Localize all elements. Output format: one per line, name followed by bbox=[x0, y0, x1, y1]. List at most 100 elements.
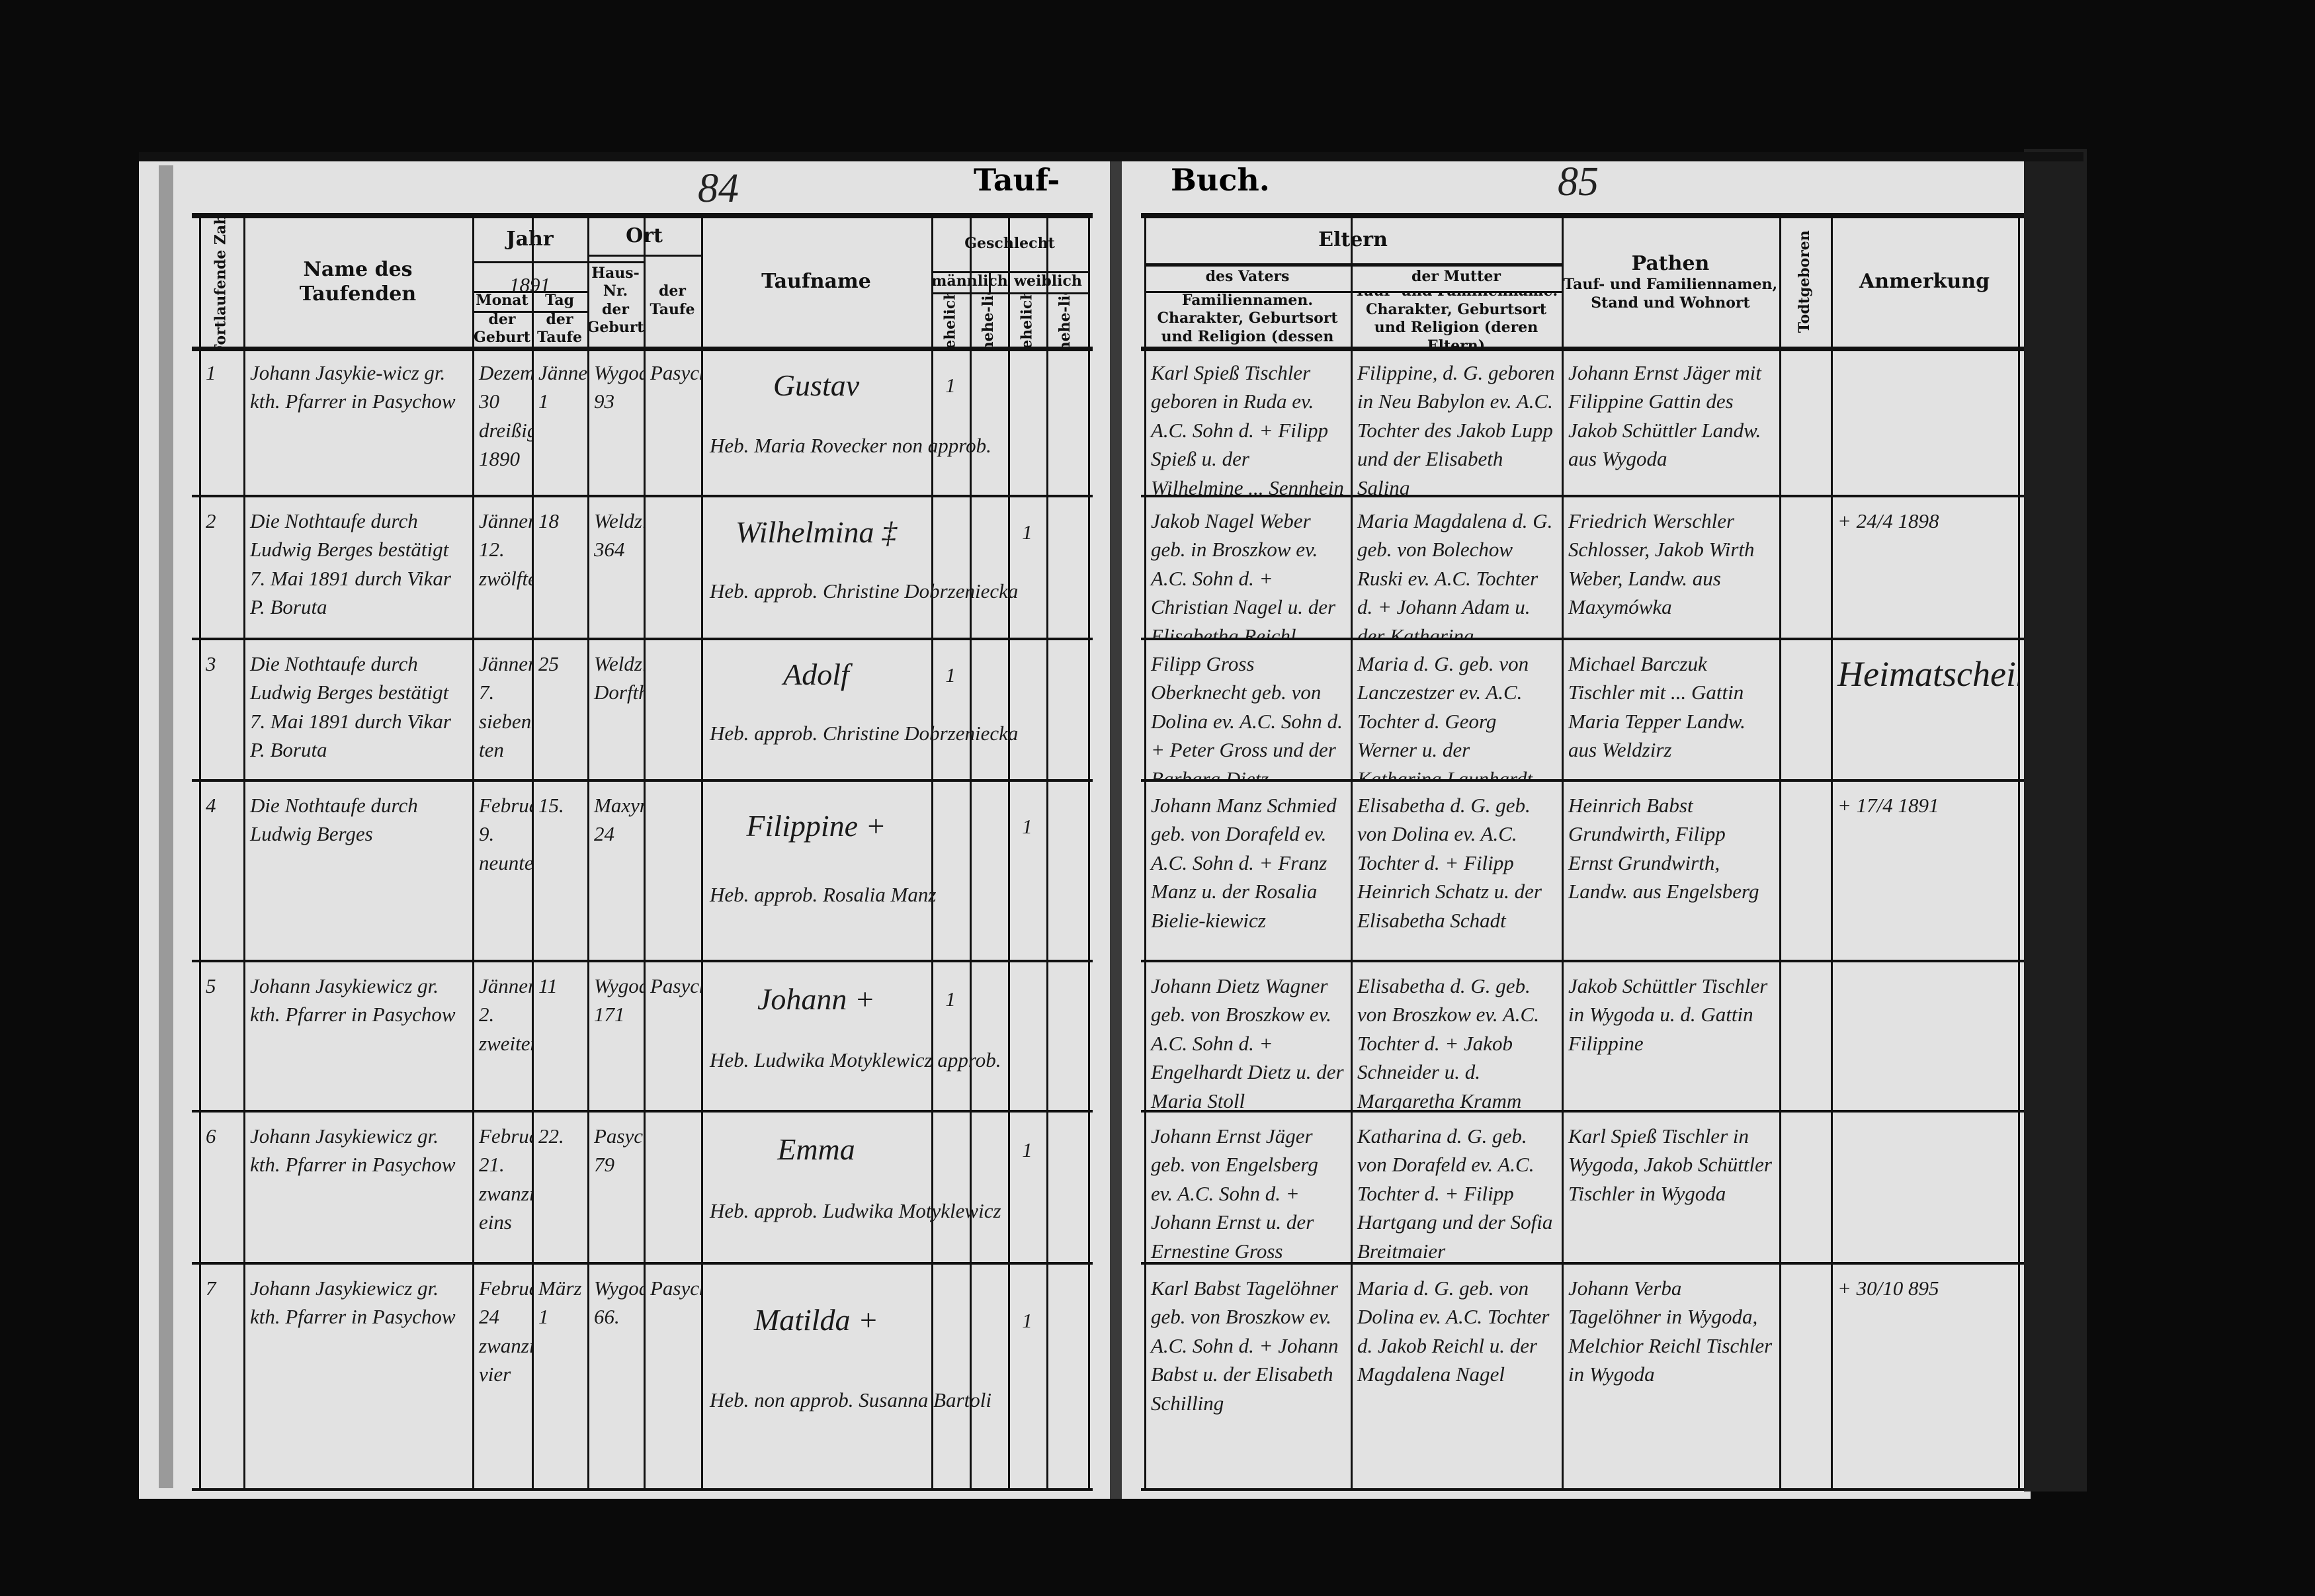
header-mutter-desc: Tauf- und Familienname. Charakter, Gebur… bbox=[1354, 291, 1558, 347]
header-der-taufe: der Taufe bbox=[537, 311, 582, 346]
jahr-rule bbox=[472, 261, 644, 263]
row-godparents: Karl Spieß Tischler in Wygoda, Jakob Sch… bbox=[1568, 1124, 1772, 1205]
row-house-number: Pasychow 79 bbox=[594, 1124, 644, 1177]
row-rule bbox=[1141, 495, 2024, 497]
header-year: 1891 bbox=[509, 273, 550, 291]
header-pathen-title: Pathen bbox=[1631, 251, 1710, 275]
row-rule bbox=[192, 638, 1093, 640]
header-anmerkung: Anmerkung bbox=[1859, 270, 1990, 294]
row-stillborn bbox=[1779, 497, 1831, 638]
row-stillborn bbox=[1779, 640, 1831, 779]
header-ort-taufe: der Taufe bbox=[650, 282, 695, 318]
row-baptismal-name: Johann + bbox=[757, 982, 875, 1016]
row-baptism-place: Pasychow bbox=[650, 1277, 701, 1300]
row-rule bbox=[192, 1262, 1093, 1265]
row-father: Johann Ernst Jäger geb. von Engelsberg e… bbox=[1151, 1124, 1318, 1262]
column-rule bbox=[1351, 217, 1353, 1488]
row-father: Filipp Gross Oberknecht geb. von Dolina … bbox=[1151, 652, 1343, 779]
row-sex-mark: 1 bbox=[1022, 1308, 1032, 1332]
header-taufname: Taufname bbox=[761, 270, 871, 294]
row-baptism-place bbox=[644, 782, 701, 871]
header-sex-3-text: unehe-lich bbox=[1056, 292, 1074, 347]
row-stillborn bbox=[1779, 782, 1831, 960]
row-godparents: Friedrich Werschler Schlosser, Jakob Wir… bbox=[1568, 509, 1755, 619]
row-father: Johann Manz Schmied geb. von Dorafeld ev… bbox=[1151, 794, 1337, 932]
row-mother: Maria Magdalena d. G. geb. von Bolechow … bbox=[1357, 509, 1553, 638]
left-page-edge bbox=[159, 165, 173, 1488]
table-top-rule-right bbox=[1141, 213, 2024, 218]
row-birth-date: Februar 9. neunten bbox=[479, 794, 532, 874]
header-der-geburt: der Geburt bbox=[474, 311, 530, 346]
row-godparents: Heinrich Babst Grundwirth, Filipp Ernst … bbox=[1568, 794, 1759, 903]
row-baptismal-name: Adolf bbox=[783, 657, 849, 692]
row-remark bbox=[1831, 1113, 2018, 1262]
header-eltern: Eltern bbox=[1318, 228, 1388, 252]
row-sex-mark: 1 bbox=[945, 663, 956, 687]
row-name: Die Nothtaufe durch Ludwig Berges bestät… bbox=[250, 509, 451, 619]
row-number: 6 bbox=[206, 1124, 216, 1148]
row-baptism-date: März 1 bbox=[538, 1277, 582, 1329]
header-monat: Monat bbox=[476, 292, 528, 310]
row-remark: + 30/10 895 bbox=[1837, 1277, 1939, 1300]
row-name: Die Nothtaufe durch Ludwig Berges bestät… bbox=[250, 652, 451, 762]
header-number-text: Fortlaufende Zahl bbox=[212, 217, 230, 347]
row-number: 4 bbox=[206, 794, 216, 817]
header-jahr: Jahr bbox=[506, 227, 554, 251]
header-todtgeboren: Todtgeboren bbox=[1779, 217, 1831, 347]
row-stillborn bbox=[1779, 962, 1831, 1110]
column-rule bbox=[2018, 217, 2020, 1488]
column-rule bbox=[1088, 217, 1090, 1488]
header-haus-nr: Haus-Nr. der Geburt bbox=[587, 264, 644, 337]
row-rule bbox=[192, 495, 1093, 497]
header-number: Fortlaufende Zahl bbox=[199, 217, 243, 347]
row-sex-mark: 1 bbox=[945, 987, 956, 1011]
column-rule bbox=[472, 217, 474, 1488]
row-rule bbox=[192, 960, 1093, 962]
top-binding bbox=[139, 152, 2084, 161]
column-rule bbox=[243, 217, 245, 1488]
row-house-number: Wygoda 66. bbox=[594, 1277, 644, 1329]
header-sex-3: unehe-lich bbox=[1046, 292, 1085, 347]
row-house-number: Maxymówka 24 bbox=[594, 794, 644, 846]
row-number: 3 bbox=[206, 652, 216, 675]
row-father: Johann Dietz Wagner geb. von Broszkow ev… bbox=[1151, 974, 1344, 1110]
left-page bbox=[139, 156, 1111, 1499]
row-midwife: Heb. approb. Christine Dobrzeniecka bbox=[710, 722, 1019, 745]
row-rule bbox=[1141, 960, 2024, 962]
row-mother: Maria d. G. geb. von Dolina ev. A.C. Toc… bbox=[1357, 1277, 1550, 1386]
column-rule bbox=[644, 217, 646, 1488]
header-todtgeboren-text: Todtgeboren bbox=[1796, 230, 1814, 333]
column-rule bbox=[931, 217, 933, 1488]
row-rule bbox=[192, 779, 1093, 782]
row-birth-date: Jänner 12. zwölften bbox=[479, 509, 532, 590]
row-mother: Katharina d. G. geb. von Dorafeld ev. A.… bbox=[1357, 1124, 1553, 1262]
header-pathen-desc: Tauf- und Familiennamen, Stand und Wohno… bbox=[1563, 276, 1778, 312]
row-baptismal-name: Matilda + bbox=[753, 1303, 879, 1337]
column-rule bbox=[1831, 217, 1833, 1488]
row-baptism-date: 25 bbox=[538, 652, 559, 675]
row-rule bbox=[192, 1110, 1093, 1113]
row-stillborn bbox=[1779, 1113, 1831, 1262]
book-gutter bbox=[1110, 156, 1122, 1499]
row-stillborn bbox=[1779, 349, 1831, 495]
row-house-number: Wygoda 93 bbox=[594, 361, 644, 413]
row-rule bbox=[192, 1488, 1093, 1491]
column-rule bbox=[1562, 217, 1564, 1488]
sex-divider bbox=[989, 271, 991, 294]
book-title-left: Tauf- bbox=[974, 162, 1060, 198]
row-godparents: Johann Verba Tagelöhner in Wygoda, Melch… bbox=[1568, 1277, 1773, 1386]
column-rule bbox=[199, 217, 201, 1488]
header-maennlich: männlich bbox=[931, 273, 1008, 290]
row-name: Johann Jasykie-wicz gr. kth. Pfarrer in … bbox=[250, 361, 456, 413]
row-remark: + 17/4 1891 bbox=[1837, 794, 1939, 817]
column-rule bbox=[532, 217, 534, 1488]
header-pathen: Pathen Tauf- und Familiennamen, Stand und… bbox=[1562, 217, 1779, 347]
row-name: Johann Jasykiewicz gr. kth. Pfarrer in P… bbox=[250, 974, 456, 1027]
row-midwife: Heb. Ludwika Motyklewicz approb. bbox=[710, 1048, 1001, 1071]
row-father: Karl Babst Tagelöhner geb. von Broszkow … bbox=[1151, 1277, 1339, 1415]
row-rule bbox=[1141, 1262, 2024, 1265]
right-page bbox=[1118, 156, 2031, 1499]
row-remark: Heimatschein bbox=[1837, 654, 2018, 694]
eltern-sub-rule bbox=[1144, 291, 1562, 293]
row-midwife: Heb. Maria Rovecker non approb. bbox=[710, 434, 991, 457]
